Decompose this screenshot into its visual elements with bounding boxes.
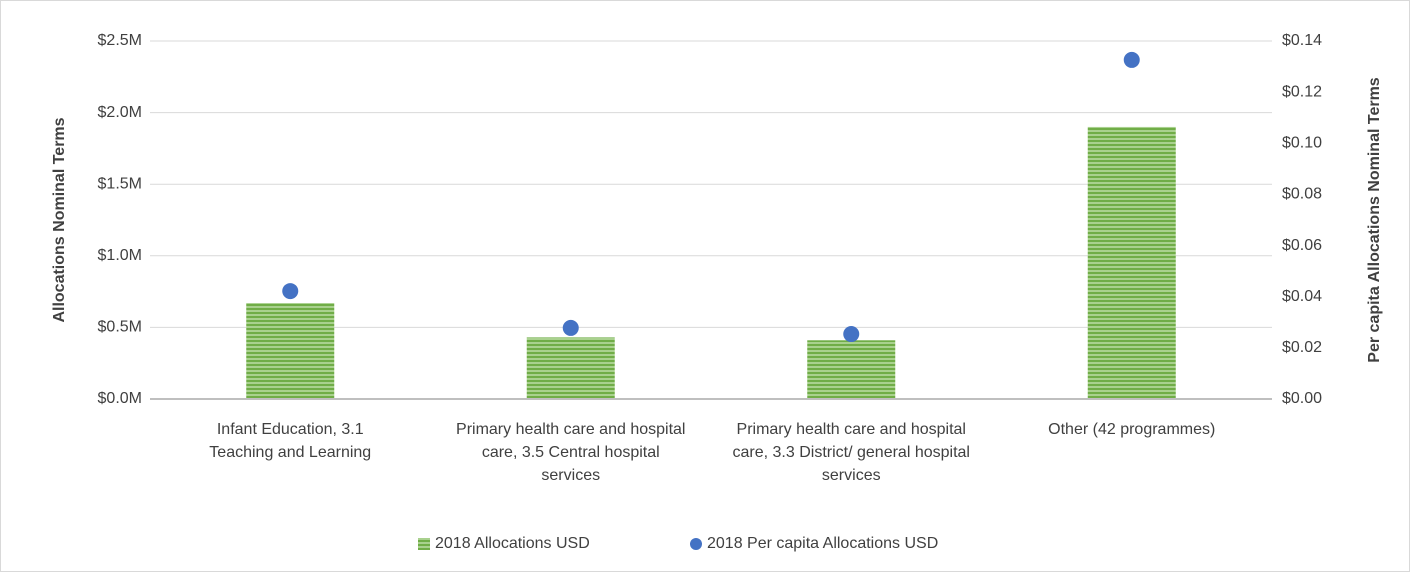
bar xyxy=(1087,126,1176,400)
y2-tick-label: $0.14 xyxy=(1282,32,1322,49)
y2-tick-label: $0.04 xyxy=(1282,288,1322,305)
legend-label: 2018 Allocations USD xyxy=(435,535,590,552)
y2-tick-label: $0.02 xyxy=(1282,339,1322,356)
y-tick-label: $2.0M xyxy=(98,104,142,121)
point xyxy=(562,319,579,336)
y-tick-label: $2.5M xyxy=(98,32,142,49)
point xyxy=(843,326,860,343)
x-tick-label: Infant Education, 3.1 Teaching and Learn… xyxy=(209,421,372,461)
y-tick-label: $0.0M xyxy=(98,390,142,407)
y2-tick-label: $0.10 xyxy=(1282,135,1322,152)
y2-tick-label: $0.12 xyxy=(1282,83,1322,100)
y2-axis-title: Per capita Allocations Nominal Terms xyxy=(1366,77,1383,363)
point xyxy=(1123,51,1140,68)
bar xyxy=(246,303,335,399)
x-tick-label: Primary health care and hospital care, 3… xyxy=(732,421,970,484)
y2-tick-label: $0.08 xyxy=(1282,186,1322,203)
legend-label: 2018 Per capita Allocations USD xyxy=(707,535,938,552)
y-tick-label: $1.0M xyxy=(98,247,142,264)
legend-swatch xyxy=(690,538,702,550)
y-tick-label: $0.5M xyxy=(98,319,142,336)
x-tick-label: Other (42 programmes) xyxy=(1048,421,1216,438)
bar xyxy=(807,340,896,399)
legend-swatch xyxy=(418,538,430,550)
y-axis-title: Allocations Nominal Terms xyxy=(51,117,68,322)
point xyxy=(282,283,299,300)
x-tick-label: Primary health care and hospital care, 3… xyxy=(456,421,686,484)
bar xyxy=(526,337,615,399)
y2-tick-label: $0.06 xyxy=(1282,237,1322,254)
y-tick-label: $1.5M xyxy=(98,175,142,192)
y2-tick-label: $0.00 xyxy=(1282,390,1322,407)
